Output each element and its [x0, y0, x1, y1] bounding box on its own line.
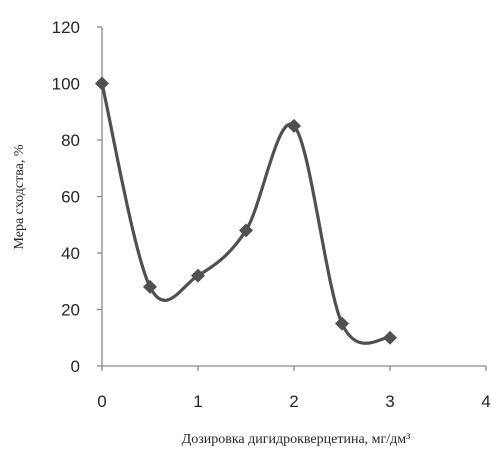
- axes: [97, 26, 487, 371]
- data-point-marker: [335, 316, 349, 331]
- series-line: [100, 83, 391, 345]
- x-tick-label: 4: [481, 392, 490, 411]
- data-point-marker: [191, 268, 205, 283]
- y-tick-labels: 0 20 40 60 80 100 120: [52, 18, 80, 376]
- data-point-marker: [143, 279, 157, 294]
- y-tick-label: 20: [61, 301, 80, 320]
- plot-area: [95, 76, 397, 345]
- data-point-marker: [95, 76, 109, 91]
- x-tick-labels: 0 1 2 3 4: [97, 392, 490, 411]
- x-tick-label: 3: [385, 392, 394, 411]
- y-tick-label: 60: [61, 188, 80, 207]
- x-tick-label: 2: [289, 392, 298, 411]
- y-tick-label: 80: [61, 131, 80, 150]
- x-tick-label: 1: [193, 392, 202, 411]
- data-point-marker: [287, 118, 301, 133]
- y-tick-label: 40: [61, 244, 80, 263]
- y-tick-label: 0: [71, 357, 80, 376]
- data-point-marker: [239, 223, 253, 238]
- x-axis-label: Дозировка дигидрокверцетина, мг/дм³: [182, 432, 411, 447]
- y-tick-label: 120: [52, 18, 80, 37]
- data-point-marker: [383, 330, 397, 345]
- y-axis-label: Мера сходства, %: [12, 144, 27, 249]
- y-tick-label: 100: [52, 75, 80, 94]
- x-tick-label: 0: [97, 392, 106, 411]
